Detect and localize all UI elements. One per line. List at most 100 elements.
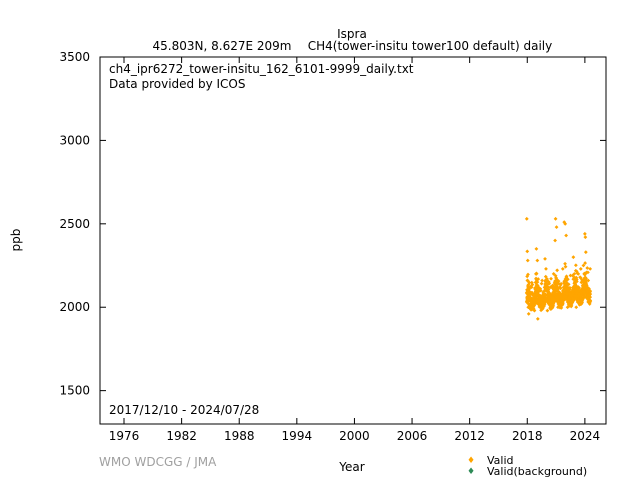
data-point-valid [548,285,553,290]
data-point-valid [555,268,560,273]
x-tick-label: 2012 [454,429,485,443]
date-range: 2017/12/10 - 2024/07/28 [109,403,259,417]
data-point-valid [553,291,558,296]
data-point-valid [551,271,556,276]
x-axis-label: Year [338,460,364,474]
x-tick-label: 2024 [570,429,601,443]
data-point-valid [578,275,582,280]
data-point-valid [556,279,561,284]
data-point-valid [570,293,574,298]
y-tick-label: 2500 [59,217,90,231]
data-point-valid [587,288,592,293]
x-tick-label: 1982 [166,429,197,443]
data-point-valid [564,233,569,238]
data-point-valid [547,281,552,286]
data-point-valid [546,287,551,292]
data-point-valid [526,312,531,316]
data-point-valid [564,274,569,279]
data-point-valid [583,261,588,265]
y-tick-label: 1500 [59,384,90,398]
data-point-valid [541,291,546,296]
data-point-valid [527,286,531,291]
x-tick-label: 2018 [512,429,543,443]
data-point-valid [588,266,593,271]
data-point-valid [549,303,554,308]
data-point-valid [576,286,581,291]
data-point-valid [535,317,540,321]
data-point-valid [585,270,590,275]
data-point-valid [534,246,539,251]
legend-marker-background: ♦ [467,467,475,477]
data-point-valid [524,216,529,221]
data-point-valid [581,263,586,268]
data-point-valid [545,278,549,283]
data-point-valid [527,280,532,285]
data-point-valid [542,304,546,308]
plot-frame [99,56,607,425]
data-point-valid [576,284,580,289]
data-point-valid [554,225,559,230]
data-point-valid [584,295,589,300]
data-point-valid [583,250,588,255]
data-point-valid [565,305,570,310]
data-point-valid [525,249,530,254]
x-tick-label: 2006 [397,429,428,443]
data-point-valid [578,267,583,271]
data-point-valid [585,266,590,270]
data-point-valid [545,308,550,313]
data-point-valid [546,295,551,300]
data-point-valid [582,231,587,236]
data-point-valid [550,299,555,304]
y-tick-label: 3000 [59,133,90,147]
y-axis-label: ppb [9,229,23,252]
x-tick-label: 1988 [224,429,255,443]
data-point-valid [552,299,557,304]
data-point-valid [526,305,531,310]
credit: WMO WDCGG / JMA [99,455,217,469]
data-point-valid [574,305,579,310]
data-point-valid [532,308,537,313]
data-point-valid [568,273,573,278]
data-point-valid [567,285,572,290]
data-point-valid [558,285,562,290]
data-point-valid [559,281,564,286]
data-point-valid [526,272,530,277]
data-point-valid [588,298,593,303]
data-point-valid [588,292,593,297]
data-point-valid [574,279,579,284]
data-point-valid [556,305,560,310]
data-point-valid [576,271,581,276]
data-point-valid [588,295,592,299]
data-point-valid [529,285,534,290]
data-point-valid [540,278,545,283]
data-point-valid [565,277,570,282]
legend: ♦ Valid ♦ Valid(background) [467,454,587,478]
data-point-valid [528,295,533,300]
data-point-valid [584,278,589,283]
data-point-valid [567,288,571,293]
data-point-valid [573,263,578,268]
data-point-valid [539,281,544,286]
data-point-valid [583,235,588,240]
data-point-valid [553,238,558,243]
legend-label-valid: Valid [487,454,514,467]
chart-title-station: Ispra [337,27,367,41]
data-point-valid [536,277,541,281]
file-name: ch4_ipr6272_tower-insitu_162_6101-9999_d… [109,62,414,76]
x-tick-label: 1976 [109,429,140,443]
data-provider: Data provided by ICOS [109,77,245,91]
data-point-valid [525,278,530,283]
data-point-valid [571,255,576,260]
data-point-valid [563,221,568,226]
y-tick-label: 2000 [59,300,90,314]
legend-marker-valid: ♦ [467,456,475,466]
data-point-valid [534,278,539,282]
legend-label-background: Valid(background) [487,465,587,478]
data-point-valid [560,266,565,271]
data-point-valid [572,271,577,276]
data-point-valid [580,298,584,303]
data-point-valid [563,264,568,269]
data-point-valid [538,288,543,293]
data-point-valid [566,282,571,287]
